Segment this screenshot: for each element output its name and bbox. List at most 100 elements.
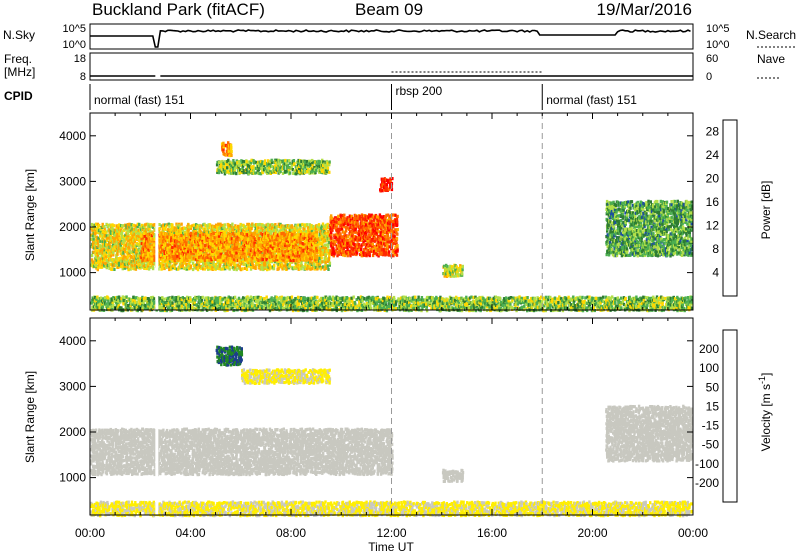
heatmap-cell — [343, 214, 345, 217]
heatmap-cell — [360, 248, 362, 251]
cpid-mode-label: normal (fast) 151 — [546, 93, 637, 107]
heatmap-cell — [230, 263, 232, 266]
heatmap-cell — [235, 252, 237, 255]
heatmap-cell — [301, 265, 303, 268]
heatmap-cell — [110, 254, 112, 257]
heatmap-cell — [316, 234, 318, 237]
heatmap-cell — [151, 246, 153, 249]
nsearch-label: N.Search — [746, 28, 796, 42]
nsearch-tick-top: 10^5 — [706, 23, 730, 35]
heatmap-cell — [329, 262, 331, 265]
heatmap-cell — [190, 265, 192, 268]
heatmap-cell — [151, 257, 153, 260]
heatmap-cell — [152, 265, 154, 268]
heatmap-cell — [143, 232, 145, 235]
nave-label: Nave — [757, 52, 785, 66]
freq-traces — [90, 72, 693, 76]
heatmap-cell — [164, 228, 166, 231]
heatmap-cell — [292, 259, 294, 262]
heatmap-cell — [217, 223, 219, 226]
heatmap-cell — [321, 256, 323, 259]
cpid-mode-label: normal (fast) 151 — [94, 93, 185, 107]
heatmap-cell — [316, 255, 318, 258]
nsky-label: N.Sky — [3, 28, 35, 42]
heatmap-cell — [272, 252, 274, 255]
heatmap-cell — [306, 223, 308, 226]
heatmap-cell — [285, 238, 287, 241]
heatmap-cell — [170, 233, 172, 236]
heatmap-cell — [257, 226, 259, 229]
heatmap-cell — [162, 264, 164, 267]
heatmap-cell — [224, 223, 226, 226]
heatmap-cell — [212, 232, 214, 235]
heatmap-cell — [387, 214, 389, 217]
heatmap-cell — [368, 233, 370, 236]
heatmap-cell — [206, 249, 208, 252]
heatmap-cell — [161, 267, 163, 270]
heatmap-cell — [299, 224, 301, 227]
heatmap-cell — [275, 225, 277, 228]
heatmap-cell — [347, 223, 349, 226]
heatmap-cell — [204, 267, 206, 270]
heatmap-cell — [103, 225, 105, 228]
heatmap-cell — [273, 264, 275, 267]
heatmap-cell — [182, 264, 184, 267]
nave-tick-bottom: 0 — [706, 71, 712, 83]
heatmap-cell — [113, 224, 115, 227]
heatmap-cell — [152, 232, 154, 235]
heatmap-cell — [281, 267, 283, 270]
beam-title: Beam 09 — [355, 0, 423, 19]
heatmap-cell — [178, 224, 180, 227]
heatmap-cell — [339, 232, 341, 235]
heatmap-cell — [174, 247, 176, 250]
heatmap-cell — [274, 256, 276, 259]
heatmap-cell — [337, 215, 339, 218]
heatmap-cell — [229, 267, 231, 270]
heatmap-cell — [364, 243, 366, 246]
heatmap-cell — [280, 232, 282, 235]
heatmap-cell — [192, 268, 194, 271]
heatmap-cell — [200, 251, 202, 254]
heatmap-cell — [324, 253, 326, 256]
heatmap-cell — [310, 252, 312, 255]
heatmap-cell — [358, 249, 360, 252]
heatmap-cell — [289, 264, 291, 267]
freq-unit: [MHz] — [4, 65, 35, 79]
heatmap-cell — [310, 232, 312, 235]
heatmap-cell — [180, 234, 182, 237]
heatmap-cell — [321, 260, 323, 263]
heatmap-cell — [373, 219, 375, 222]
nsky-panel — [90, 24, 693, 49]
heatmap-cell — [153, 243, 155, 246]
heatmap-cell — [273, 242, 275, 245]
nsearch-tick-bottom: 10^0 — [706, 39, 730, 51]
heatmap-cell — [244, 249, 246, 252]
heatmap-cell — [218, 232, 220, 235]
heatmap-cell — [116, 253, 118, 256]
heatmap-cell — [256, 234, 258, 237]
freq-label: Freq. — [4, 52, 32, 66]
heatmap-cell — [231, 223, 233, 226]
heatmap-cell — [113, 268, 115, 271]
heatmap-cell — [127, 256, 129, 259]
heatmap-cell — [176, 235, 178, 238]
heatmap-cell — [387, 237, 389, 240]
heatmap-cell — [98, 224, 100, 227]
heatmap-cell — [239, 265, 241, 268]
heatmap-cell — [353, 217, 355, 220]
heatmap-cell — [236, 254, 238, 257]
heatmap-cell — [128, 247, 130, 250]
heatmap-cell — [273, 228, 275, 231]
heatmap-cell — [327, 268, 329, 271]
heatmap-cell — [324, 261, 326, 264]
heatmap-cell — [331, 217, 333, 220]
heatmap-cell — [262, 258, 264, 261]
heatmap-cell — [111, 268, 113, 271]
heatmap-cell — [138, 223, 140, 226]
freq-tick-bottom: 8 — [80, 71, 86, 83]
heatmap-cell — [276, 228, 278, 231]
heatmap-cell — [246, 268, 248, 271]
